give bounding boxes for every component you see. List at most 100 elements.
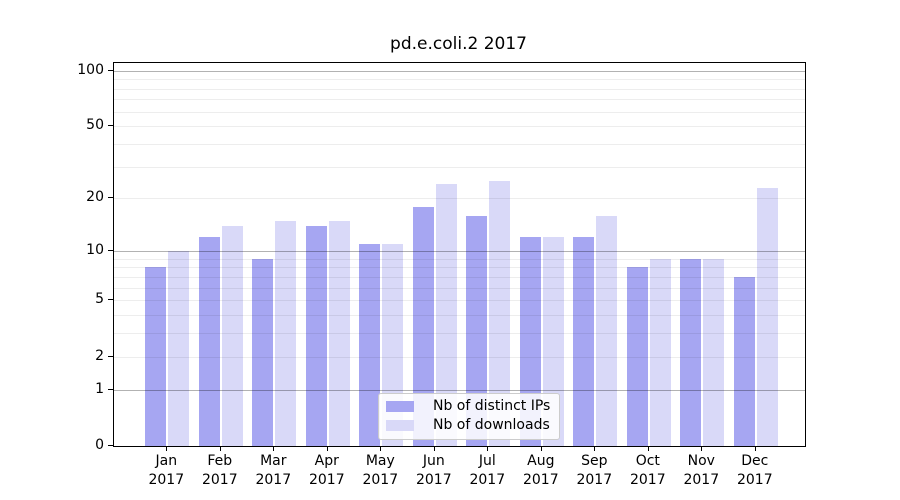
gridline-minor <box>114 276 805 278</box>
x-tick-mark <box>754 446 756 451</box>
bar-downloads <box>435 184 457 446</box>
x-tick-mark <box>380 446 382 451</box>
plot-area <box>113 62 806 447</box>
x-tick-mark <box>219 446 221 451</box>
gridline-minor <box>114 166 805 168</box>
x-tick-month: Nov <box>687 453 715 469</box>
bar-distinct-ips <box>733 276 755 446</box>
y-tick-mark <box>108 445 113 446</box>
x-tick-label: Nov 2017 <box>666 452 736 490</box>
gridline-minor <box>114 111 805 113</box>
bar-downloads <box>703 258 725 446</box>
bar-downloads <box>275 220 297 446</box>
gridline-minor <box>114 356 805 358</box>
x-tick-month: Apr <box>314 453 339 469</box>
y-tick-mark <box>108 69 113 71</box>
bar-distinct-ips <box>145 267 167 446</box>
x-tick-year: 2017 <box>362 472 399 488</box>
x-tick-month: Sep <box>581 453 608 469</box>
gridline-minor <box>114 126 805 128</box>
legend-swatch-distinct-ips <box>386 401 414 412</box>
x-tick-year: 2017 <box>255 472 292 488</box>
chart-title: pd.e.coli.2 2017 <box>390 34 527 54</box>
x-tick-month: May <box>365 453 395 469</box>
y-tick-label: 10 <box>86 241 104 258</box>
bar-downloads <box>596 215 618 446</box>
x-tick-month: Aug <box>527 453 555 469</box>
x-tick-year: 2017 <box>148 472 185 488</box>
x-tick-year: 2017 <box>201 472 238 488</box>
bar-distinct-ips <box>466 215 488 446</box>
bar-distinct-ips <box>680 258 702 446</box>
bar-downloads <box>649 258 671 446</box>
y-tick-label: 1 <box>95 380 104 397</box>
x-tick-year: 2017 <box>415 472 452 488</box>
gridline-minor <box>114 99 805 101</box>
legend-swatch-downloads <box>386 420 414 431</box>
bar-distinct-ips <box>412 206 434 446</box>
gridline-minor <box>114 79 805 81</box>
x-tick-label: Jan 2017 <box>131 452 201 490</box>
gridline-minor <box>114 258 805 260</box>
y-tick-mark <box>108 125 113 127</box>
x-tick-year: 2017 <box>522 472 559 488</box>
x-tick-label: Apr 2017 <box>292 452 362 490</box>
legend-label-downloads: Nb of downloads <box>433 417 550 433</box>
y-tick-label: 0 <box>95 437 104 453</box>
y-tick-label: 20 <box>86 189 104 206</box>
bar-downloads <box>756 187 778 446</box>
x-tick-label: Dec 2017 <box>720 452 790 490</box>
gridline-minor <box>114 315 805 317</box>
y-tick-mark <box>108 388 113 390</box>
y-tick-mark <box>108 299 113 301</box>
y-tick-label: 100 <box>77 61 104 78</box>
x-tick-month: Jun <box>422 453 445 469</box>
x-tick-month: Jan <box>155 453 178 469</box>
legend-row-distinct-ips: Nb of distinct IPs <box>386 399 550 414</box>
bar-downloads <box>168 251 190 446</box>
gridline-minor <box>114 88 805 90</box>
y-tick-mark <box>108 197 113 199</box>
x-tick-month: Mar <box>260 453 287 469</box>
bar-downloads <box>328 220 350 446</box>
bar-downloads <box>489 181 511 446</box>
bar-distinct-ips <box>198 237 220 446</box>
y-tick-label: 50 <box>86 117 104 134</box>
gridline-minor <box>114 287 805 289</box>
x-tick-label: Sep 2017 <box>559 452 629 490</box>
x-tick-mark <box>487 446 489 451</box>
x-tick-label: May 2017 <box>345 452 415 490</box>
x-tick-year: 2017 <box>736 472 773 488</box>
legend: Nb of distinct IPs Nb of downloads <box>378 393 561 440</box>
x-tick-month: Feb <box>207 453 233 469</box>
x-tick-year: 2017 <box>469 472 506 488</box>
x-tick-mark <box>647 446 649 451</box>
gridline-minor <box>114 198 805 200</box>
x-tick-label: Jun 2017 <box>399 452 469 490</box>
x-tick-label: Mar 2017 <box>238 452 308 490</box>
bar-downloads <box>221 225 243 446</box>
x-tick-month: Oct <box>635 453 660 469</box>
x-tick-label: Feb 2017 <box>185 452 255 490</box>
y-tick-mark <box>108 249 113 251</box>
gridline-minor <box>114 333 805 335</box>
y-tick-label: 5 <box>95 291 104 308</box>
bar-distinct-ips <box>359 243 381 446</box>
x-tick-year: 2017 <box>629 472 666 488</box>
gridline-minor <box>114 267 805 269</box>
bar-distinct-ips <box>252 258 274 446</box>
legend-row-downloads: Nb of downloads <box>386 418 550 433</box>
x-tick-year: 2017 <box>308 472 345 488</box>
x-tick-month: Jul <box>478 453 496 469</box>
bar-distinct-ips <box>626 267 648 446</box>
gridline-major <box>114 389 805 391</box>
gridline-minor <box>114 300 805 302</box>
bar-distinct-ips <box>573 237 595 446</box>
x-tick-mark <box>326 446 328 451</box>
y-tick-label: 2 <box>95 347 104 364</box>
gridline-major <box>114 250 805 252</box>
x-tick-label: Jul 2017 <box>452 452 522 490</box>
x-tick-year: 2017 <box>683 472 720 488</box>
gridline-minor <box>114 143 805 145</box>
